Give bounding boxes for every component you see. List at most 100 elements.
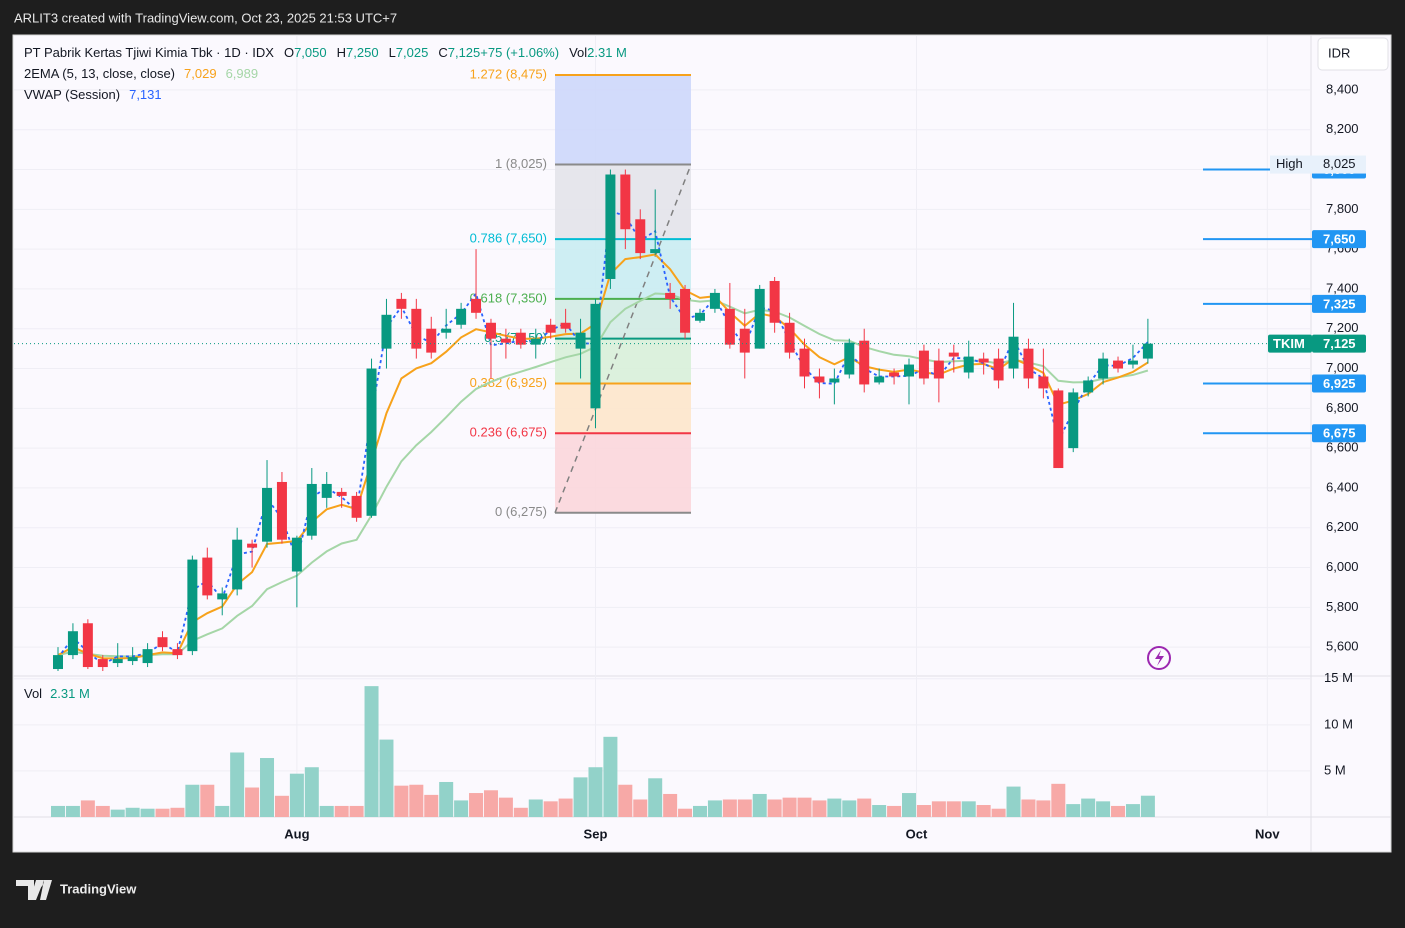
high-label: 8,025 [1323, 156, 1356, 171]
fib-label: 0.618 (7,350) [470, 290, 547, 305]
volume-bar [469, 793, 484, 817]
currency[interactable]: IDR [1328, 45, 1350, 60]
candle-body [680, 288, 691, 333]
volume-bar [991, 808, 1006, 817]
volume-bar [1111, 805, 1126, 817]
legend-key: C [438, 45, 447, 60]
volume-bar [603, 736, 618, 817]
volume-bar [916, 805, 931, 817]
candle-body [874, 376, 885, 383]
high-tag-bg [1270, 155, 1366, 174]
candle-body [575, 332, 586, 349]
candle-body [306, 483, 317, 536]
volume-bar [1066, 804, 1081, 817]
volume-bar [1081, 798, 1096, 817]
volume-bar [782, 797, 797, 817]
candle-body [172, 649, 183, 656]
candle-body [650, 249, 661, 254]
volume-bar [215, 805, 230, 817]
fib-band [555, 433, 691, 513]
candle-body [1127, 360, 1138, 365]
legend-key: Vol [569, 45, 587, 60]
fib-label: 1.272 (8,475) [470, 66, 547, 81]
indicator-legend: VWAP (Session) 7,131 [24, 87, 162, 102]
volume-bar [1036, 800, 1051, 817]
candle-body [1038, 376, 1049, 389]
fib-label: 0.236 (6,675) [470, 425, 547, 440]
fib-label: 1 (8,025) [495, 156, 547, 171]
fib-label: 0.382 (6,925) [470, 375, 547, 390]
candle-body [142, 649, 153, 664]
fib-trend [554, 164, 692, 514]
volume-bar [110, 809, 125, 817]
candle-body [515, 332, 526, 345]
candle-body [321, 483, 332, 498]
volume-bar [1096, 801, 1111, 817]
candle-body [291, 537, 302, 572]
volume-bar [379, 739, 394, 817]
candle-body [754, 288, 765, 349]
indicator-value: 6,989 [226, 66, 259, 81]
volume-bar [424, 794, 439, 817]
fib-label: 0 (6,275) [495, 504, 547, 519]
candle-body [1142, 343, 1153, 359]
x-tick-label: Nov [1255, 826, 1280, 841]
price-line-label: 7,650 [1323, 232, 1356, 247]
price-line-tag [1312, 230, 1366, 249]
volume-bar [857, 798, 872, 817]
volume-bar [633, 799, 648, 817]
chart-panel [12, 34, 1392, 853]
candle-body [500, 338, 511, 343]
currency-box[interactable] [1317, 37, 1389, 71]
price-line-tag [1312, 294, 1366, 313]
indicator-name: 2EMA (5, 13, close, close) [24, 66, 175, 81]
candle-body [904, 364, 915, 377]
volume-bar [260, 758, 275, 817]
candle-body [202, 557, 213, 596]
candle-body [471, 298, 482, 313]
candle-body [456, 308, 467, 325]
volume-bar [140, 808, 155, 817]
legend-main: PT Pabrik Kertas Tjiwi Kimia Tbk · 1D · … [24, 45, 627, 60]
legend-value: 7,125 [448, 45, 481, 60]
candle-body [187, 559, 198, 652]
candle-body [127, 657, 138, 662]
candle-body [918, 350, 929, 379]
volume-bar [95, 805, 110, 817]
candle-body [1098, 358, 1109, 379]
candle-body [157, 637, 168, 648]
watermark: ARLIT3 created with TradingView.com, Oct… [14, 10, 397, 25]
volume-bar [51, 805, 65, 817]
candle-body [694, 312, 705, 321]
y-tick-label: 6,800 [1326, 400, 1359, 415]
alert-icon[interactable] [1147, 646, 1171, 670]
volume-bar [513, 807, 528, 817]
candle-body [1083, 380, 1094, 393]
y-tick-label: 8,400 [1326, 81, 1359, 96]
volume-bar [170, 807, 185, 817]
candle-body [426, 328, 437, 353]
candle-body [336, 491, 347, 496]
volume-bar [707, 800, 722, 817]
volume-bar [304, 767, 319, 817]
legend-value: 7,250 [346, 45, 379, 60]
volume-bar [573, 777, 588, 817]
volume-bar [767, 799, 782, 817]
candle-body [1023, 348, 1034, 379]
y-tick-label: 6,600 [1326, 440, 1359, 455]
volume-bar [439, 781, 454, 817]
volume-name: Vol [24, 686, 42, 701]
volume-bar [618, 784, 633, 817]
candle-body [276, 481, 287, 540]
volume-bar [827, 798, 842, 817]
candle-body [933, 360, 944, 379]
volume-bar [1006, 786, 1021, 817]
price-line-label: 6,925 [1323, 376, 1356, 391]
volume-tick-label: 10 M [1324, 716, 1353, 731]
volume-bar [1051, 783, 1066, 817]
symbol-title: PT Pabrik Kertas Tjiwi Kimia Tbk · 1D · … [24, 45, 274, 60]
candle-body [784, 322, 795, 353]
candle-body [724, 308, 735, 345]
volume-bar [842, 800, 857, 817]
candle-body [381, 314, 392, 349]
